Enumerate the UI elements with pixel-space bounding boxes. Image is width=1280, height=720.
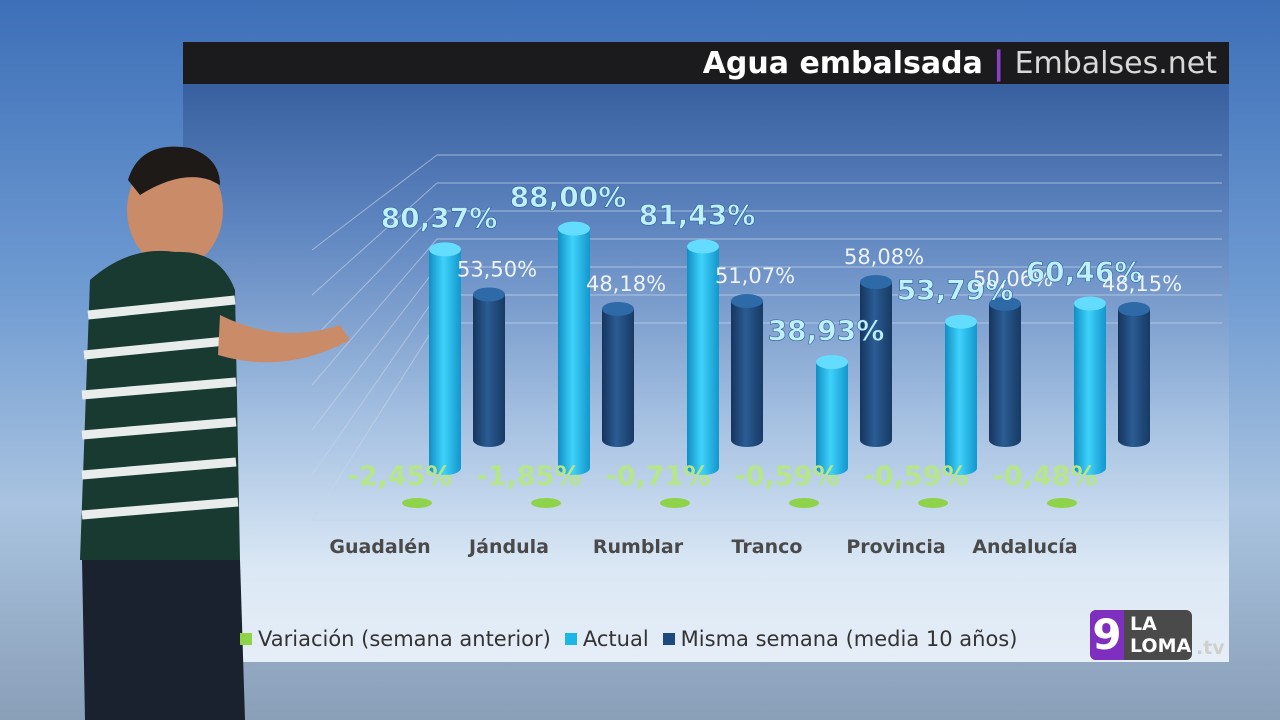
- bar-actual-provincia: [945, 321, 977, 475]
- tick-label-guadalen: Guadalén: [329, 536, 430, 558]
- tick-label-jandula: Jándula: [467, 536, 549, 558]
- logo-number: 9: [1090, 610, 1124, 660]
- bar-media-rumblar: [731, 301, 763, 447]
- legend-item-variacion: Variación (semana anterior): [240, 627, 551, 651]
- gridline-side: [311, 210, 438, 341]
- legend-item-actual: Actual: [564, 627, 649, 651]
- bar-actual-guadalen: [429, 249, 461, 475]
- label-actual-andalucia: 60,46%: [1026, 256, 1143, 289]
- label-variacion-tranco: -0,59%: [735, 461, 840, 492]
- gridline-side: [311, 266, 438, 431]
- legend-label-media: Misma semana (media 10 años): [680, 627, 1018, 651]
- label-actual-tranco: 38,93%: [768, 314, 885, 347]
- marker-variacion-andalucia: [1047, 498, 1077, 508]
- marker-variacion-guadalen: [402, 498, 432, 508]
- gridline-side: [311, 154, 438, 251]
- legend-swatch-variacion: [240, 633, 252, 645]
- presenter-trousers: [82, 560, 245, 720]
- presenter-hair: [128, 146, 220, 195]
- bar-actual-tranco-top: [816, 355, 848, 370]
- tick-label-provincia: Provincia: [846, 536, 945, 558]
- gridline-side: [311, 238, 438, 386]
- chart-labels: 80,37% 53,50% -2,45% Guadalén 88,00% 48,18% -1…: [329, 180, 1182, 558]
- channel-logo: 9 LA LOMA: [1090, 610, 1192, 660]
- tick-label-andalucia: Andalucía: [972, 536, 1077, 558]
- label-actual-guadalen: 80,37%: [381, 201, 498, 234]
- bar-actual-tranco: [816, 362, 848, 475]
- label-media-provincia: 50,06%: [973, 267, 1053, 291]
- tick-label-tranco: Tranco: [732, 536, 803, 558]
- legend-swatch-actual: [564, 633, 577, 645]
- gridline-side: [311, 322, 438, 521]
- gridline-side: [311, 182, 438, 296]
- bar-media-guadalen-top: [473, 287, 505, 302]
- bar-actual-rumblar-top: [687, 239, 719, 254]
- source-brand: Embalses.net: [1014, 45, 1217, 81]
- logo-line-1: LA: [1130, 613, 1157, 635]
- label-media-guadalen: 53,50%: [457, 257, 537, 281]
- label-actual-jandula: 88,00%: [510, 181, 627, 214]
- bar-actual-rumblar: [687, 246, 719, 475]
- label-media-rumblar: 51,07%: [715, 264, 795, 288]
- label-variacion-guadalen: -2,45%: [348, 461, 453, 492]
- marker-variacion-jandula: [531, 498, 561, 508]
- presenter-shirt: [80, 250, 240, 560]
- logo-line-2: LOMA: [1130, 635, 1192, 657]
- bar-media-tranco: [860, 282, 892, 447]
- shirt-stripes: [81, 295, 239, 520]
- bar-media-rumblar-top: [731, 294, 763, 309]
- marker-variacion-rumblar: [660, 498, 690, 508]
- bar-actual-provincia-top: [945, 314, 977, 329]
- bar-media-guadalen: [473, 294, 505, 447]
- presenter-figure: [80, 146, 350, 720]
- bar-actual-guadalen-top: [429, 242, 461, 257]
- bar-media-andalucia: [1118, 309, 1150, 447]
- label-variacion-provincia: -0,59%: [864, 461, 969, 492]
- bar-actual-andalucia-top: [1074, 296, 1106, 311]
- legend-label-actual: Actual: [582, 627, 649, 651]
- legend-item-media: Misma semana (media 10 años): [662, 627, 1018, 651]
- logo-suffix: .tv: [1196, 637, 1225, 659]
- title-separator: |: [992, 44, 1005, 82]
- bar-media-provincia: [989, 303, 1021, 447]
- tick-label-rumblar: Rumblar: [593, 536, 684, 558]
- label-media-tranco: 58,08%: [844, 245, 924, 269]
- bar-media-tranco-top: [860, 275, 892, 290]
- gridline-side: [311, 294, 438, 476]
- presenter-arm: [218, 315, 350, 363]
- chart-title: Agua embalsada: [702, 45, 983, 81]
- label-variacion-jandula: -1,85%: [477, 461, 582, 492]
- label-variacion-andalucia: -0,48%: [993, 461, 1098, 492]
- bar-media-jandula-top: [602, 301, 634, 316]
- bar-media-andalucia-top: [1118, 302, 1150, 317]
- chart-bars: [402, 221, 1150, 508]
- label-actual-rumblar: 81,43%: [639, 199, 756, 232]
- bar-media-provincia-top: [989, 296, 1021, 311]
- chart-legend: Variación (semana anterior) Actual Misma…: [240, 624, 1017, 654]
- label-variacion-rumblar: -0,71%: [606, 461, 711, 492]
- legend-swatch-media: [662, 633, 675, 645]
- bar-actual-jandula: [558, 228, 590, 475]
- marker-variacion-provincia: [918, 498, 948, 508]
- marker-variacion-tranco: [789, 498, 819, 508]
- title-bar: Agua embalsada | Embalses.net: [183, 42, 1229, 84]
- label-actual-provincia: 53,79%: [897, 274, 1014, 307]
- bar-actual-andalucia: [1074, 303, 1106, 475]
- bar-actual-jandula-top: [558, 221, 590, 236]
- label-media-jandula: 48,18%: [586, 272, 666, 296]
- bar-media-jandula: [602, 308, 634, 447]
- label-media-andalucia: 48,15%: [1102, 272, 1182, 296]
- legend-label-variacion: Variación (semana anterior): [258, 627, 551, 651]
